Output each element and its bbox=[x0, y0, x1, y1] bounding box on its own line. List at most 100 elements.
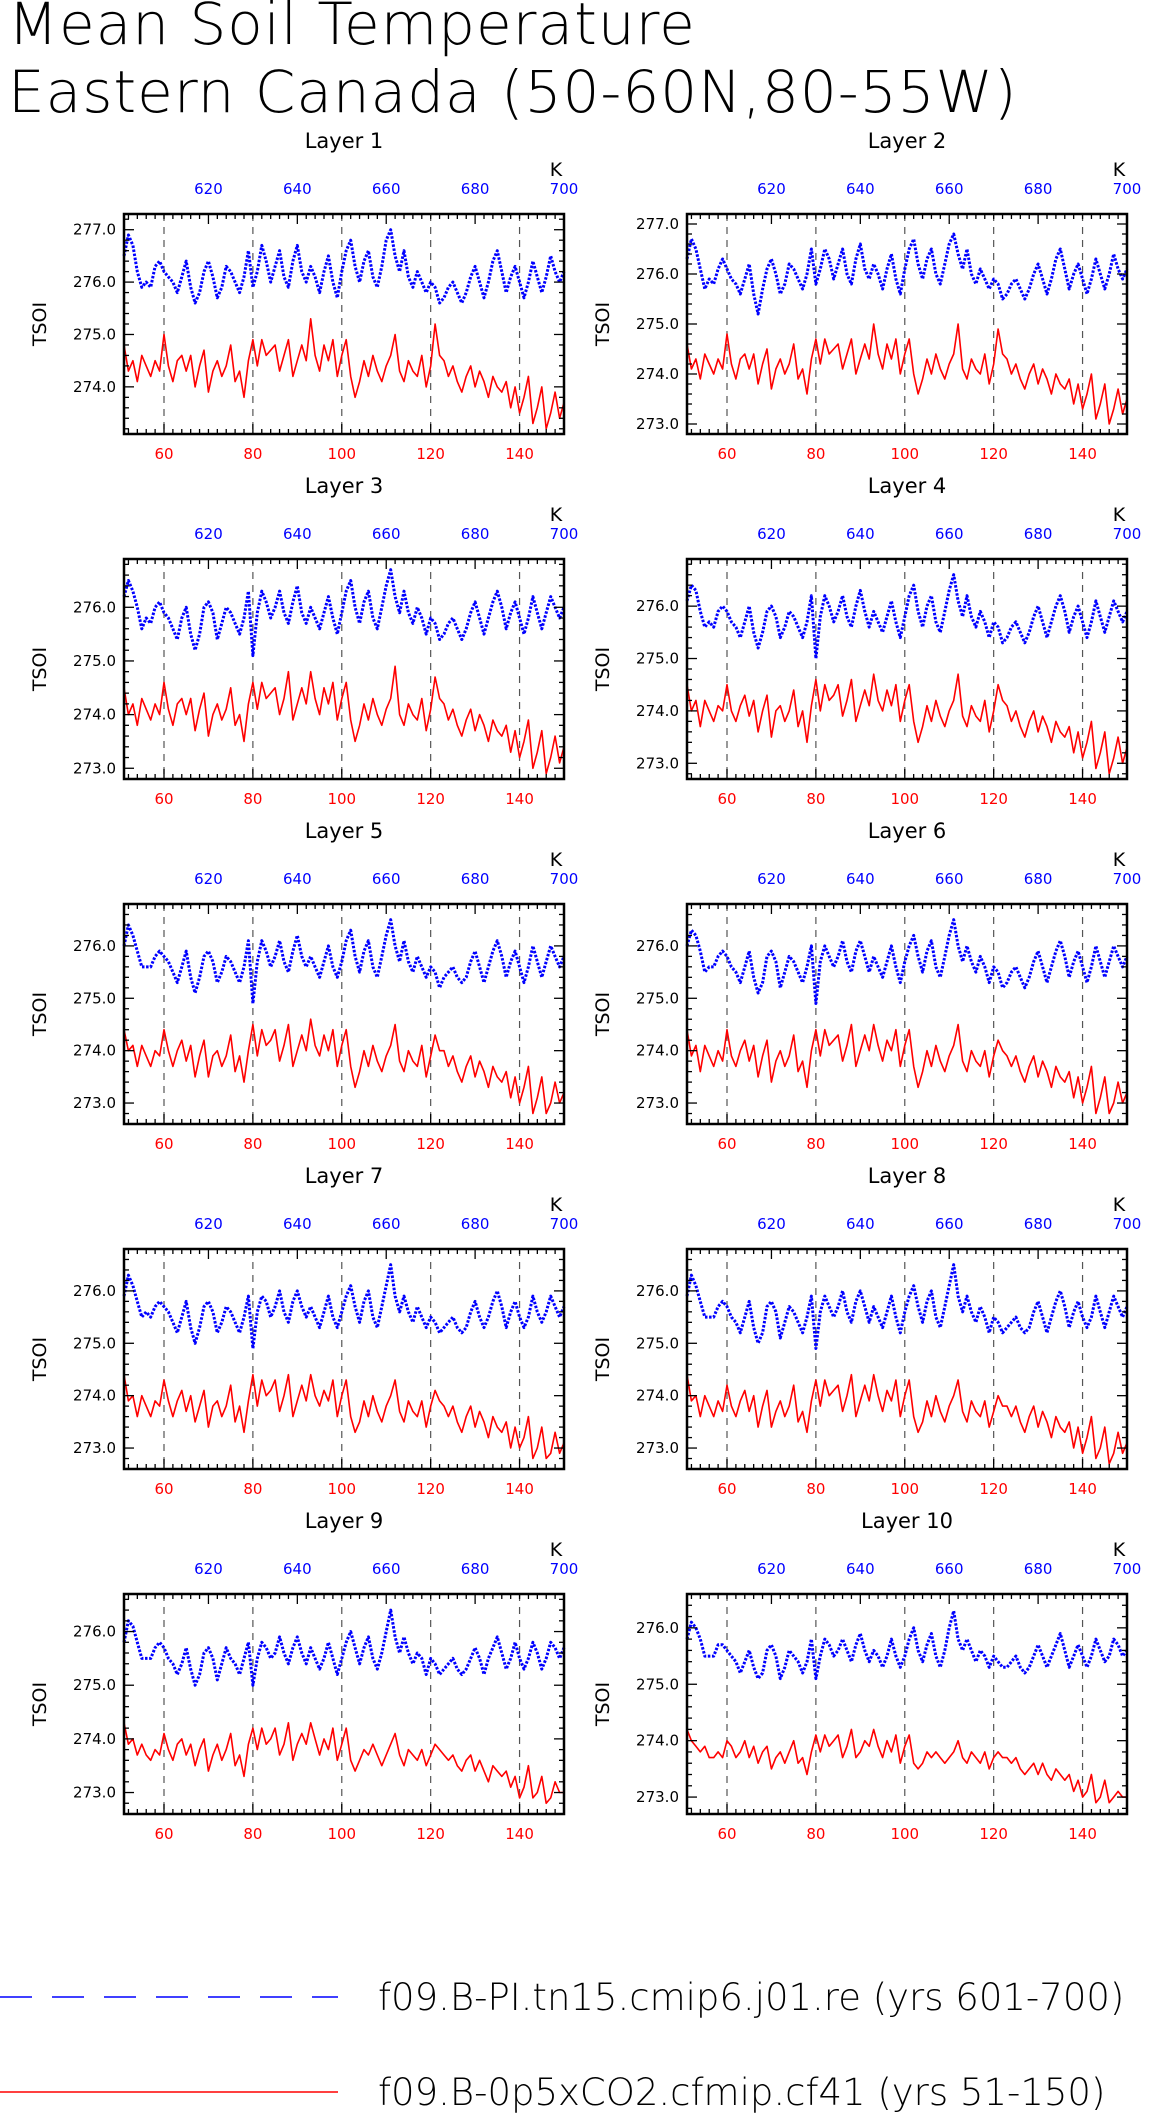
y-tick-label: 273.0 bbox=[636, 1094, 679, 1112]
x-tick-label-bottom: 100 bbox=[327, 445, 356, 463]
x-tick-label-top: 660 bbox=[935, 1560, 964, 1578]
legend: f09.B-PI.tn15.cmip6.j01.re (yrs 601-700)… bbox=[0, 1976, 1124, 2114]
x-tick-label-bottom: 100 bbox=[327, 1135, 356, 1153]
x-tick-label-top: 660 bbox=[372, 1215, 401, 1233]
x-tick-label-bottom: 60 bbox=[717, 790, 736, 808]
x-tick-label-bottom: 100 bbox=[890, 1825, 919, 1843]
panel-title: Layer 10 bbox=[861, 1509, 953, 1533]
y-axis-label: TSOI bbox=[29, 647, 51, 692]
series-line-red bbox=[123, 665, 565, 775]
x-tick-label-bottom: 140 bbox=[1068, 445, 1097, 463]
x-tick-label-top: 640 bbox=[846, 870, 875, 888]
chart-panel-layer-7: Layer 7 273.0 274.0 275.0 276.0 60 80 100 120 140… bbox=[29, 1164, 578, 1498]
series-line-blue bbox=[122, 1608, 566, 1687]
y-tick-label: 273.0 bbox=[636, 415, 679, 433]
series-line-blue bbox=[685, 573, 1129, 660]
series-line-red bbox=[686, 673, 1128, 775]
chart-panel-layer-6: Layer 6 273.0 274.0 275.0 276.0 60 80 100 120 140… bbox=[592, 819, 1141, 1153]
top-axis-unit: K bbox=[1113, 849, 1126, 871]
y-tick-label: 276.0 bbox=[636, 265, 679, 283]
x-tick-label-bottom: 120 bbox=[979, 445, 1008, 463]
x-tick-label-bottom: 60 bbox=[154, 1825, 173, 1843]
figure-title-line-2: Eastern Canada (50-60N,80-55W) bbox=[8, 58, 1018, 126]
x-tick-label-bottom: 60 bbox=[717, 1825, 736, 1843]
panel-title: Layer 9 bbox=[305, 1509, 384, 1533]
x-tick-label-top: 680 bbox=[1024, 1560, 1053, 1578]
y-tick-label: 275.0 bbox=[636, 989, 679, 1007]
x-tick-label-top: 620 bbox=[194, 180, 223, 198]
x-tick-label-bottom: 140 bbox=[505, 445, 534, 463]
plot-frame bbox=[122, 902, 566, 1126]
top-axis-unit: K bbox=[550, 1194, 563, 1216]
y-tick-label: 275.0 bbox=[73, 1676, 116, 1694]
panel-title: Layer 6 bbox=[868, 819, 947, 843]
series-line-red bbox=[123, 1722, 564, 1805]
x-tick-label-top: 700 bbox=[1113, 180, 1142, 198]
legend-label-2: f09.B-0p5xCO2.cfmip.cf41 (yrs 51-150) bbox=[378, 2071, 1105, 2114]
y-axis-label: TSOI bbox=[29, 992, 51, 1037]
top-axis-unit: K bbox=[550, 1539, 563, 1561]
chart-panels: Layer 1 274.0 275.0 276.0 277.0 60 80 100 120 140… bbox=[29, 129, 1141, 1843]
x-tick-label-bottom: 100 bbox=[890, 1135, 919, 1153]
y-tick-label: 274.0 bbox=[636, 1387, 679, 1405]
x-tick-label-top: 680 bbox=[1024, 1215, 1053, 1233]
x-tick-label-top: 660 bbox=[372, 525, 401, 543]
series-line-blue bbox=[122, 228, 566, 305]
x-tick-label-bottom: 60 bbox=[717, 1135, 736, 1153]
y-axis-label: TSOI bbox=[29, 1337, 51, 1382]
x-tick-label-bottom: 80 bbox=[806, 445, 825, 463]
x-tick-label-top: 680 bbox=[461, 525, 490, 543]
panel-title: Layer 7 bbox=[305, 1164, 384, 1188]
x-tick-label-bottom: 120 bbox=[979, 1480, 1008, 1498]
x-tick-label-top: 620 bbox=[757, 870, 786, 888]
x-tick-label-top: 700 bbox=[1113, 1215, 1142, 1233]
y-tick-label: 273.0 bbox=[636, 754, 679, 772]
chart-panel-layer-8: Layer 8 273.0 274.0 275.0 276.0 60 80 100 120 140… bbox=[592, 1164, 1141, 1498]
y-tick-label: 275.0 bbox=[73, 325, 116, 343]
x-tick-label-top: 660 bbox=[372, 1560, 401, 1578]
y-tick-label: 276.0 bbox=[73, 1282, 116, 1300]
chart-panel-layer-4: Layer 4 273.0 274.0 275.0 276.0 60 80 100 120 140… bbox=[592, 474, 1141, 808]
plot-frame bbox=[122, 1592, 566, 1816]
panel-title: Layer 8 bbox=[868, 1164, 947, 1188]
plot-frame bbox=[685, 212, 1129, 436]
x-tick-label-bottom: 60 bbox=[717, 1480, 736, 1498]
x-tick-label-top: 660 bbox=[935, 180, 964, 198]
legend-label-1: f09.B-PI.tn15.cmip6.j01.re (yrs 601-700) bbox=[378, 1976, 1124, 2019]
x-tick-label-bottom: 140 bbox=[1068, 1480, 1097, 1498]
x-tick-label-top: 700 bbox=[1113, 525, 1142, 543]
x-tick-label-bottom: 120 bbox=[979, 790, 1008, 808]
x-tick-label-top: 640 bbox=[846, 180, 875, 198]
panel-title: Layer 2 bbox=[868, 129, 947, 153]
x-tick-label-bottom: 80 bbox=[806, 790, 825, 808]
x-tick-label-bottom: 140 bbox=[505, 790, 534, 808]
x-tick-label-bottom: 140 bbox=[505, 1480, 534, 1498]
x-tick-label-top: 640 bbox=[283, 870, 312, 888]
y-tick-label: 273.0 bbox=[636, 1788, 679, 1806]
top-axis-unit: K bbox=[550, 159, 563, 181]
x-tick-label-top: 620 bbox=[757, 180, 786, 198]
panel-title: Layer 1 bbox=[305, 129, 384, 153]
x-tick-label-top: 660 bbox=[935, 1215, 964, 1233]
top-axis-unit: K bbox=[1113, 1539, 1126, 1561]
panel-title: Layer 4 bbox=[868, 474, 947, 498]
y-tick-label: 273.0 bbox=[73, 759, 116, 777]
y-tick-label: 275.0 bbox=[73, 1334, 116, 1352]
x-tick-label-top: 620 bbox=[194, 1215, 223, 1233]
series-line-blue bbox=[685, 232, 1129, 316]
x-tick-label-bottom: 100 bbox=[890, 445, 919, 463]
x-tick-label-top: 700 bbox=[550, 525, 579, 543]
panel-title: Layer 5 bbox=[305, 819, 384, 843]
y-tick-label: 274.0 bbox=[636, 365, 679, 383]
y-tick-label: 275.0 bbox=[636, 1334, 679, 1352]
y-tick-label: 274.0 bbox=[636, 702, 679, 720]
x-tick-label-top: 620 bbox=[194, 1560, 223, 1578]
y-tick-label: 274.0 bbox=[73, 706, 116, 724]
x-tick-label-top: 640 bbox=[846, 1560, 875, 1578]
y-axis-label: TSOI bbox=[592, 647, 614, 692]
x-tick-label-top: 680 bbox=[461, 1560, 490, 1578]
series-line-red bbox=[123, 318, 565, 430]
plot-frame bbox=[122, 557, 566, 781]
x-tick-label-bottom: 120 bbox=[416, 1825, 445, 1843]
